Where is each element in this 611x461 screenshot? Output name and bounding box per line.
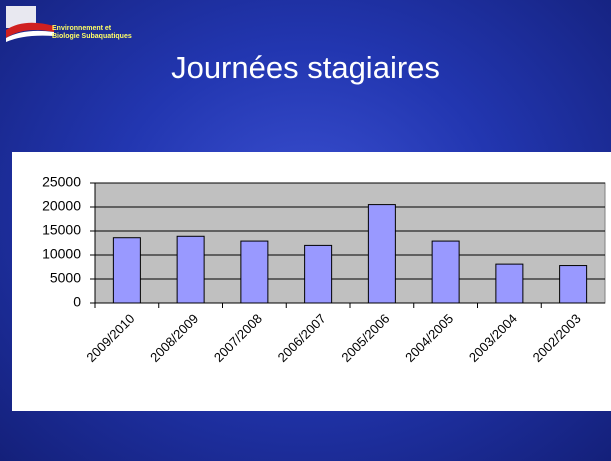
y-tick-label: 10000 <box>42 246 81 262</box>
y-tick-label: 5000 <box>50 270 81 286</box>
y-tick-label: 0 <box>73 294 81 310</box>
bar <box>559 265 588 304</box>
logo-icon <box>6 6 36 28</box>
bar <box>304 244 333 304</box>
y-tick-label: 25000 <box>42 174 81 190</box>
logo: Environnement et Biologie Subaquatiques <box>6 6 132 42</box>
slide-title: Journées stagiaires <box>171 50 440 85</box>
logo-swoosh <box>6 22 54 38</box>
bar <box>240 240 269 304</box>
bar <box>431 240 460 304</box>
bar <box>112 237 141 304</box>
bar <box>367 204 396 304</box>
logo-swoosh <box>6 30 54 42</box>
logo-text: Biologie Subaquatiques <box>52 33 132 40</box>
logo-text: Environnement et <box>52 25 112 32</box>
y-tick-label: 15000 <box>42 222 81 238</box>
y-tick-label: 20000 <box>42 198 81 214</box>
plot-area <box>94 182 606 304</box>
bar <box>495 263 524 304</box>
bar <box>176 235 205 304</box>
